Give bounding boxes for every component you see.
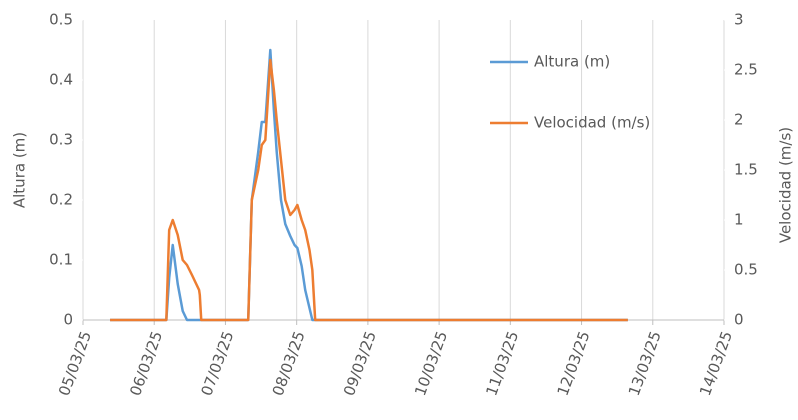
y-tick-label: 0.2 (49, 191, 73, 209)
series-line (110, 48, 628, 322)
y-tick-label: 0 (63, 311, 73, 329)
y2-tick-label: 2.5 (734, 61, 758, 79)
legend-label: Velocidad (m/s) (534, 114, 650, 132)
x-tick-label: 07/03/25 (197, 329, 237, 398)
y2-axis-label: Velocidad (m/s) (777, 127, 795, 243)
x-tick-label: 08/03/25 (269, 329, 309, 398)
y2-tick-label: 2 (734, 111, 744, 129)
x-tick-label: 06/03/25 (126, 329, 166, 398)
x-tick-label: 11/03/25 (482, 329, 522, 398)
x-tick-label: 05/03/25 (55, 329, 95, 398)
y2-tick-label: 3 (734, 11, 744, 29)
y2-tick-label: 1 (734, 211, 744, 229)
y-tick-label: 0.5 (49, 11, 73, 29)
legend-label: Altura (m) (534, 53, 610, 71)
y-tick-label: 0.1 (49, 251, 73, 269)
x-tick-label: 13/03/25 (625, 329, 665, 398)
y2-tick-label: 1.5 (734, 161, 758, 179)
y-axis-label: Altura (m) (11, 132, 29, 208)
series-line (110, 58, 628, 322)
x-tick-label: 09/03/25 (340, 329, 380, 398)
y2-tick-label: 0.5 (734, 261, 758, 279)
x-tick-label: 10/03/25 (411, 329, 451, 398)
y2-tick-label: 0 (734, 311, 744, 329)
x-tick-label: 12/03/25 (554, 329, 594, 398)
y-tick-label: 0.3 (49, 131, 73, 149)
x-tick-label: 14/03/25 (696, 329, 736, 398)
y-tick-label: 0.4 (49, 71, 73, 89)
